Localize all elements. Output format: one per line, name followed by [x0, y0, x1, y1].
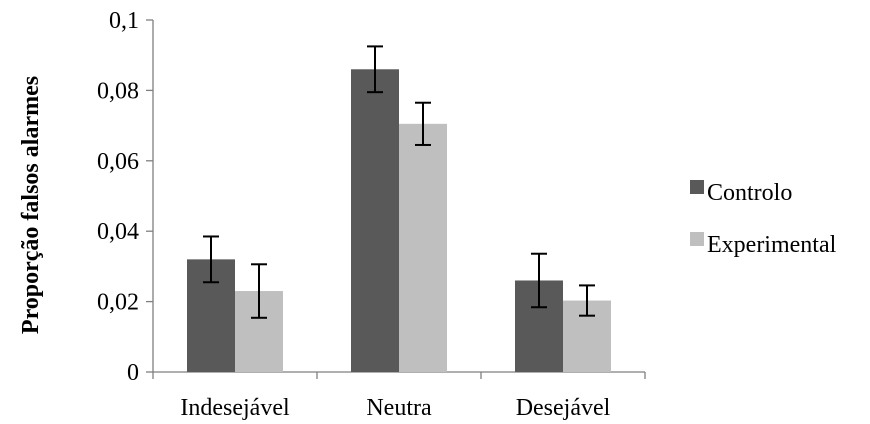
legend-swatch	[690, 180, 704, 194]
y-tick-label: 0,04	[97, 219, 139, 245]
y-tick-label: 0,02	[97, 290, 139, 316]
legend-label: Experimental	[707, 232, 837, 258]
x-tick-label: Neutra	[366, 395, 432, 421]
x-tick-label: Desejável	[516, 395, 611, 421]
legend-swatch	[690, 232, 704, 246]
y-tick-label: 0	[127, 360, 139, 386]
legend-label: Controlo	[707, 180, 792, 206]
legend: Controlo Experimental	[690, 180, 837, 258]
y-axis-label: Proporção falsos alarmes	[18, 76, 44, 334]
error-bars	[203, 45, 595, 319]
y-tick-label: 0,08	[97, 78, 139, 104]
axes: 0 0,02 0,04 0,06 0,08 0,1 Indesejável Neutra Des…	[97, 8, 646, 421]
y-tick-label: 0,06	[97, 149, 139, 175]
bar	[351, 69, 399, 372]
bar	[399, 123, 447, 372]
y-tick-label: 0,1	[109, 8, 139, 34]
x-tick-label: Indesejável	[180, 395, 290, 421]
bars	[187, 69, 611, 372]
